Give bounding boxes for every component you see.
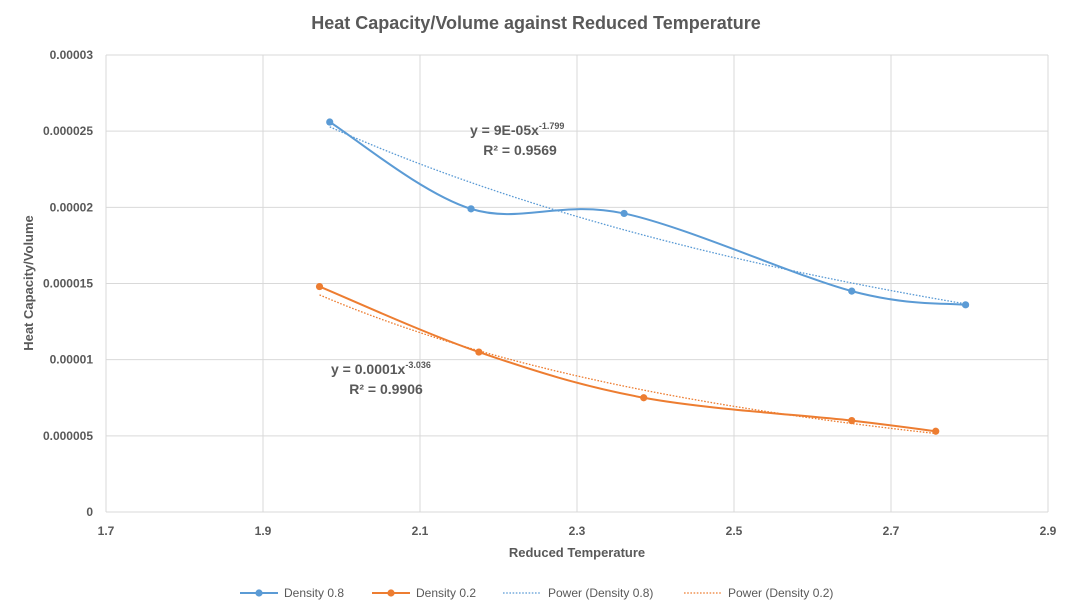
trendline-1-r-squared: R² = 0.9906 xyxy=(349,381,423,397)
y-tick-label: 0 xyxy=(86,505,93,519)
legend-marker-density-0.8 xyxy=(255,589,263,597)
data-point xyxy=(848,417,856,425)
trendlines xyxy=(319,126,966,435)
legend-label-power-density-0.8: Power (Density 0.8) xyxy=(548,586,653,600)
y-tick-label: 0.000025 xyxy=(43,124,93,138)
legend-label-power-density-0.2: Power (Density 0.2) xyxy=(728,586,833,600)
grid xyxy=(105,54,1049,513)
legend-item-density-0.2: Density 0.2 xyxy=(372,586,476,600)
data-point xyxy=(961,301,970,309)
x-axis-label: Reduced Temperature xyxy=(509,545,645,560)
x-tick-label: 1.7 xyxy=(98,524,115,538)
trendline-0-equation-base: y = 9E-05x xyxy=(470,122,539,138)
series-line-0 xyxy=(329,121,966,306)
y-tick-label: 0.000015 xyxy=(43,277,93,291)
y-tick-label: 0.00002 xyxy=(50,200,94,214)
legend-label-density-0.2: Density 0.2 xyxy=(416,586,476,600)
chart-title: Heat Capacity/Volume against Reduced Tem… xyxy=(311,13,760,33)
legend-marker-density-0.2 xyxy=(387,589,395,597)
x-tick-label: 2.3 xyxy=(569,524,586,538)
series-group xyxy=(315,118,970,435)
data-point xyxy=(475,348,483,356)
trendline-0-equation-exponent: -1.799 xyxy=(539,121,565,131)
trendline-1 xyxy=(319,294,936,435)
trendline-1-equation: y = 0.0001x-3.036 xyxy=(331,360,431,377)
y-axis-ticks: 0 0.000005 0.00001 0.000015 0.00002 0.000025 0… xyxy=(43,48,93,519)
y-tick-label: 0.00003 xyxy=(50,48,94,62)
trendline-1-equation-exponent: -3.036 xyxy=(405,360,431,370)
trendline-equations: y = 9E-05x-1.799 R² = 0.9569 y = 0.0001x… xyxy=(331,121,564,397)
legend-item-power-density-0.2: Power (Density 0.2) xyxy=(684,586,833,600)
trendline-0 xyxy=(329,126,966,305)
x-axis-ticks: 1.7 1.9 2.1 2.3 2.5 2.7 2.9 xyxy=(98,524,1057,538)
legend: Density 0.8 Density 0.2 Power (Density 0… xyxy=(240,586,833,600)
y-tick-label: 0.000005 xyxy=(43,429,93,443)
legend-item-power-density-0.8: Power (Density 0.8) xyxy=(503,586,653,600)
data-point xyxy=(620,209,628,218)
y-tick-label: 0.00001 xyxy=(50,353,94,367)
data-point xyxy=(326,118,334,126)
data-point xyxy=(848,287,856,295)
x-tick-label: 2.5 xyxy=(726,524,743,538)
trendline-1-equation-base: y = 0.0001x xyxy=(331,361,406,377)
legend-label-density-0.8: Density 0.8 xyxy=(284,586,344,600)
y-axis-label: Heat Capacity/Volume xyxy=(21,215,36,351)
trendline-0-r-squared: R² = 0.9569 xyxy=(483,142,557,158)
x-tick-label: 2.1 xyxy=(412,524,429,538)
x-tick-label: 1.9 xyxy=(255,524,272,538)
data-point xyxy=(932,427,940,435)
trendline-0-equation: y = 9E-05x-1.799 xyxy=(470,121,564,138)
x-tick-label: 2.9 xyxy=(1040,524,1057,538)
data-point xyxy=(315,282,324,291)
legend-item-density-0.8: Density 0.8 xyxy=(240,586,344,600)
data-point xyxy=(467,205,475,213)
data-point xyxy=(640,394,648,402)
x-tick-label: 2.7 xyxy=(883,524,900,538)
series-line-1 xyxy=(319,285,936,433)
